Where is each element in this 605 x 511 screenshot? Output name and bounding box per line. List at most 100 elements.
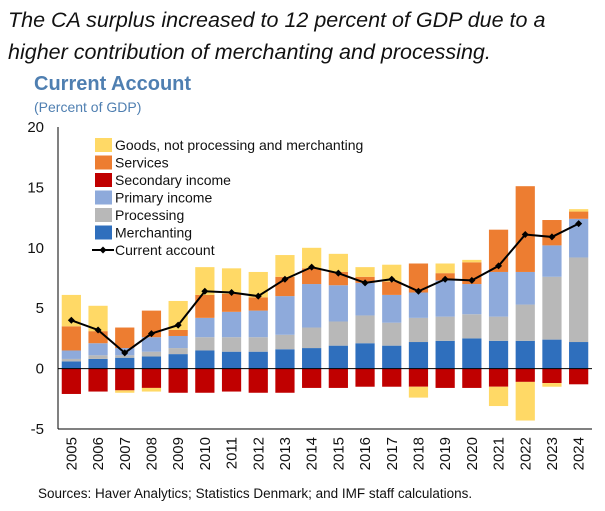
bar-processing-2008 [141,351,162,357]
bar-goods-not-processing-and-merchanting-2024 [569,209,589,212]
x-tick-label: 2005 [63,437,80,470]
bar-primary-income-2013 [275,296,295,335]
axes-layer: -5 0 5 10 15 20 2005 2006 2007 2008 2009 2010 2011 20… [27,119,592,470]
x-tick-label: 2011 [224,437,241,469]
current-account-point-2006 [94,326,102,334]
bar-primary-income-2020 [462,284,482,315]
x-tick-label: 2007 [117,437,134,470]
source-note: Sources: Haver Analytics; Statistics Den… [38,486,473,501]
current-account-point-2022 [521,231,529,239]
bar-secondary-income-2011 [221,368,242,392]
current-account-point-2007 [121,349,129,357]
bar-goods-not-processing-and-merchanting-2015 [328,253,348,272]
bar-secondary-income-2020 [462,368,482,388]
bar-goods-not-processing-and-merchanting-2014 [302,247,322,269]
bar-services-2009 [168,329,188,336]
current-account-point-2009 [174,321,182,329]
x-tick-label: 2014 [304,437,321,470]
bar-secondary-income-2024 [569,368,589,385]
bar-processing-2021 [488,316,509,341]
bar-primary-income-2016 [355,282,375,316]
bar-processing-2022 [515,304,535,341]
bar-services-2012 [248,297,268,311]
bar-primary-income-2014 [302,284,322,328]
bar-processing-2017 [382,322,402,346]
bar-merchanting-2022 [515,340,535,369]
bar-goods-not-processing-and-merchanting-2008 [141,387,162,392]
x-tick-label: 2019 [437,437,454,470]
legend-swatch [95,173,112,187]
bar-secondary-income-2009 [168,368,188,393]
current-account-point-2023 [548,233,556,241]
bar-layer [61,186,589,421]
bar-primary-income-2018 [408,292,429,318]
bar-services-2014 [302,268,322,285]
x-tick-label: 2020 [464,437,481,470]
bar-processing-2019 [435,316,455,341]
bar-merchanting-2024 [569,342,589,369]
bar-services-2011 [221,293,242,312]
bar-processing-2011 [221,337,242,352]
bar-goods-not-processing-and-merchanting-2011 [221,268,242,294]
x-tick-label: 2018 [410,437,427,470]
bar-merchanting-2016 [355,343,375,369]
bar-primary-income-2011 [221,311,242,338]
bar-primary-income-2010 [195,317,215,338]
bar-primary-income-2024 [569,218,589,258]
chart-title: Current Account [34,73,192,95]
bar-processing-2005 [61,358,81,362]
bar-merchanting-2014 [302,348,322,369]
bar-primary-income-2017 [382,294,402,323]
bar-goods-not-processing-and-merchanting-2016 [355,267,375,277]
current-account-point-2013 [281,275,289,283]
bar-processing-2020 [462,314,482,339]
bar-primary-income-2023 [542,245,562,277]
legend-swatch [95,138,112,152]
current-account-point-2017 [388,275,396,283]
bar-goods-not-processing-and-merchanting-2006 [88,305,108,332]
y-tick-label: 0 [36,361,44,378]
current-account-point-2019 [441,275,449,283]
y-tick-label: 20 [27,119,44,136]
bar-merchanting-2017 [382,345,402,369]
current-account-point-2016 [361,279,369,287]
bar-merchanting-2009 [168,354,188,369]
bar-primary-income-2008 [141,337,162,352]
bar-merchanting-2005 [61,361,81,369]
bar-merchanting-2015 [328,345,348,369]
bar-processing-2010 [195,337,215,351]
bar-secondary-income-2016 [355,368,375,387]
bar-services-2008 [141,310,162,338]
bar-merchanting-2021 [488,340,509,369]
bar-primary-income-2005 [61,350,81,359]
bar-merchanting-2010 [195,350,215,369]
current-account-point-2024 [575,220,583,228]
bar-primary-income-2021 [488,271,509,317]
bar-secondary-income-2021 [488,368,509,387]
bar-goods-not-processing-and-merchanting-2020 [462,259,482,263]
bar-secondary-income-2023 [542,368,562,384]
y-tick-label: 15 [27,179,44,196]
chart-headline: The CA surplus increased to 12 percent o… [8,8,546,64]
legend-swatch [95,225,112,240]
bar-goods-not-processing-and-merchanting-2013 [275,255,295,277]
legend-label: Current account [115,242,215,258]
y-tick-label: 10 [27,240,44,257]
current-account-point-2005 [67,316,75,324]
bar-goods-not-processing-and-merchanting-2009 [168,300,188,330]
legend-label: Services [115,155,169,171]
bar-services-2023 [542,220,562,246]
y-tick-label: -5 [31,421,44,438]
x-tick-label: 2015 [330,437,347,470]
bar-secondary-income-2015 [328,368,348,388]
bar-primary-income-2009 [168,335,188,349]
x-tick-label: 2008 [143,437,160,470]
bar-goods-not-processing-and-merchanting-2010 [195,267,215,295]
bar-processing-2018 [408,317,429,343]
bar-primary-income-2006 [88,343,108,356]
bar-merchanting-2013 [275,349,295,369]
bar-goods-not-processing-and-merchanting-2007 [115,390,135,393]
legend-swatch [95,208,112,222]
x-tick-label: 2016 [357,437,374,470]
x-tick-label: 2024 [571,437,588,470]
